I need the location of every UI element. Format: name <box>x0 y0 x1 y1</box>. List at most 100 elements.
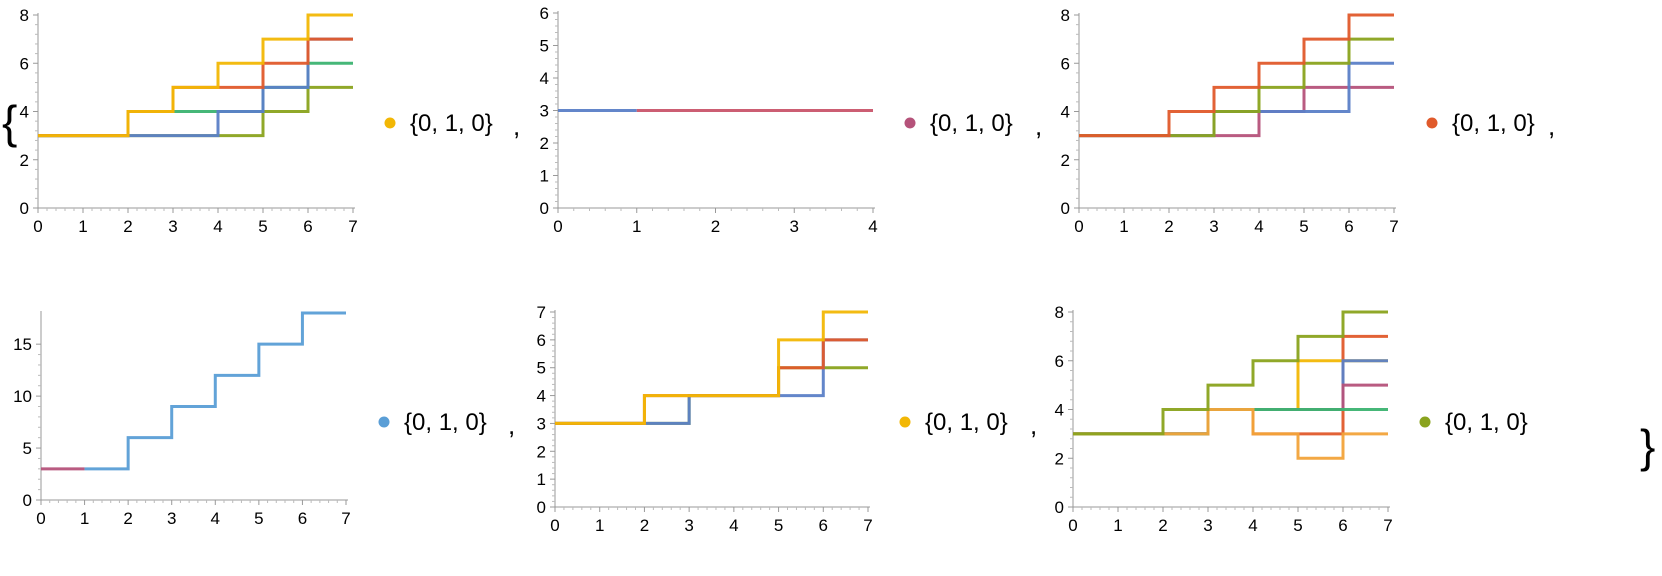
series-line-2 <box>555 338 868 425</box>
legend-marker <box>904 117 916 129</box>
y-tick-label: 0 <box>1055 498 1064 517</box>
list-separator: , <box>513 111 520 141</box>
x-tick-label: 0 <box>1068 516 1077 535</box>
legend-marker <box>384 117 396 129</box>
open-brace: { <box>2 96 17 148</box>
x-tick-label: 0 <box>553 217 562 236</box>
series-line-2 <box>84 311 346 471</box>
x-tick-label: 7 <box>1389 217 1398 236</box>
y-tick-label: 6 <box>20 54 29 73</box>
y-tick-label: 10 <box>13 387 32 406</box>
panel-3: 0 1 2 3 4 5 6 7 0 2 4 6 8 {0, 1, 0}, <box>1061 6 1556 236</box>
y-tick-label: 6 <box>540 4 549 23</box>
legend-label: {0, 1, 0} <box>925 409 1008 436</box>
y-tick-label: 1 <box>537 470 546 489</box>
y-tick-label: 5 <box>23 439 32 458</box>
legend-marker <box>1419 416 1431 428</box>
y-tick-label: 4 <box>1055 401 1064 420</box>
x-tick-label: 7 <box>1383 516 1392 535</box>
series-line-5 <box>38 13 353 138</box>
y-tick-label: 15 <box>13 335 32 354</box>
panel-2: 0 1 2 3 4 0 1 2 3 4 5 6 {0, 1, 0}, <box>540 4 1043 236</box>
series-line-4 <box>555 310 868 425</box>
y-tick-label: 3 <box>537 414 546 433</box>
y-tick-label: 4 <box>537 387 546 406</box>
y-tick-label: 4 <box>20 103 29 122</box>
y-tick-label: 5 <box>540 37 549 56</box>
x-tick-label: 4 <box>213 217 222 236</box>
x-tick-label: 0 <box>36 509 45 528</box>
series-line-1 <box>1073 359 1388 436</box>
y-tick-label: 6 <box>1055 352 1064 371</box>
x-tick-label: 0 <box>33 217 42 236</box>
x-tick-label: 3 <box>684 516 693 535</box>
x-tick-label: 2 <box>123 509 132 528</box>
y-tick-label: 0 <box>1061 199 1070 218</box>
legend-label: {0, 1, 0} <box>404 409 487 436</box>
y-tick-label: 4 <box>540 69 549 88</box>
x-tick-label: 5 <box>1299 217 1308 236</box>
panel-4: 0 1 2 3 4 5 6 7 0 5 10 15 {0, 1, 0}, <box>13 311 515 528</box>
x-tick-label: 3 <box>790 217 799 236</box>
y-tick-label: 0 <box>20 199 29 218</box>
series-line-7 <box>1073 310 1388 436</box>
x-tick-label: 7 <box>341 509 350 528</box>
legend-label: {0, 1, 0} <box>410 110 493 137</box>
legend-marker <box>378 416 390 428</box>
x-tick-label: 3 <box>168 217 177 236</box>
x-tick-label: 1 <box>78 217 87 236</box>
x-tick-label: 4 <box>868 217 877 236</box>
y-tick-label: 7 <box>537 303 546 322</box>
x-tick-label: 1 <box>1113 516 1122 535</box>
x-tick-label: 1 <box>80 509 89 528</box>
x-tick-label: 1 <box>1119 217 1128 236</box>
x-tick-label: 7 <box>348 217 357 236</box>
x-tick-label: 5 <box>1293 516 1302 535</box>
x-tick-label: 6 <box>819 516 828 535</box>
x-tick-label: 2 <box>640 516 649 535</box>
series-line-4 <box>1079 13 1394 138</box>
y-tick-label: 2 <box>540 134 549 153</box>
list-separator: , <box>1030 410 1037 440</box>
x-tick-label: 4 <box>729 516 738 535</box>
y-tick-label: 6 <box>537 331 546 350</box>
y-tick-label: 3 <box>540 102 549 121</box>
y-tick-label: 8 <box>20 6 29 25</box>
x-tick-label: 7 <box>863 516 872 535</box>
y-tick-label: 4 <box>1061 103 1070 122</box>
x-tick-label: 4 <box>211 509 220 528</box>
x-tick-label: 5 <box>258 217 267 236</box>
x-tick-label: 3 <box>1203 516 1212 535</box>
y-tick-label: 0 <box>23 491 32 510</box>
x-tick-label: 6 <box>1338 516 1347 535</box>
y-tick-label: 0 <box>537 498 546 517</box>
x-tick-label: 5 <box>774 516 783 535</box>
x-tick-label: 2 <box>1164 217 1173 236</box>
x-tick-label: 4 <box>1248 516 1257 535</box>
y-tick-label: 2 <box>1061 151 1070 170</box>
series-line-2 <box>1079 61 1394 138</box>
x-tick-label: 1 <box>632 217 641 236</box>
list-separator: , <box>1548 111 1555 141</box>
list-separator: , <box>508 410 515 440</box>
y-tick-label: 0 <box>540 199 549 218</box>
legend-marker <box>1426 117 1438 129</box>
series-line-5 <box>1073 408 1388 436</box>
legend-marker <box>899 416 911 428</box>
close-brace: } <box>1640 420 1655 472</box>
x-tick-label: 2 <box>1158 516 1167 535</box>
x-tick-label: 6 <box>303 217 312 236</box>
y-tick-label: 8 <box>1061 6 1070 25</box>
panel-5: 0 1 2 3 4 5 6 7 0 1 2 3 4 5 6 7 {0, 1, 0}, <box>537 303 1038 535</box>
x-tick-label: 1 <box>595 516 604 535</box>
series-line-3 <box>555 338 868 425</box>
x-tick-label: 6 <box>1344 217 1353 236</box>
x-tick-label: 4 <box>1254 217 1263 236</box>
legend-label: {0, 1, 0} <box>1445 409 1528 436</box>
x-tick-label: 2 <box>711 217 720 236</box>
x-tick-label: 2 <box>123 217 132 236</box>
x-tick-label: 3 <box>167 509 176 528</box>
x-tick-label: 6 <box>298 509 307 528</box>
panel-1: 0 1 2 3 4 5 6 7 0 2 4 6 8 {0, 1, 0}, <box>20 6 521 236</box>
